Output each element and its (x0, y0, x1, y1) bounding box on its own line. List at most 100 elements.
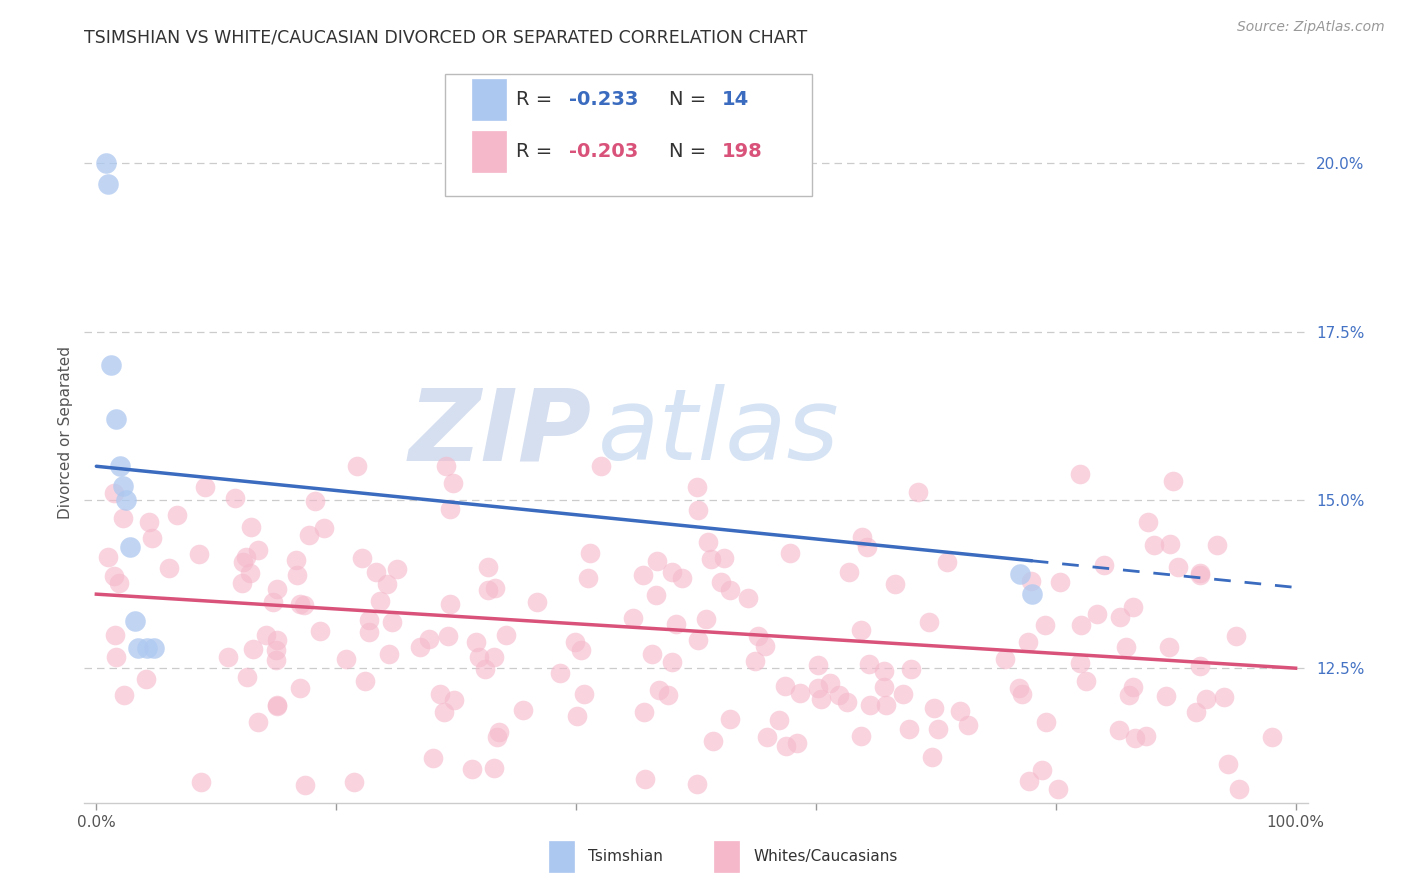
Point (231, 576, 253, 591)
Point (359, 625, 381, 640)
Point (775, 739, 797, 753)
Point (439, 502, 461, 516)
Point (838, 565, 860, 579)
Point (232, 555, 254, 569)
Point (1159, 640, 1181, 654)
Point (488, 724, 510, 739)
Point (194, 480, 217, 494)
Point (100, 359, 122, 373)
Point (1261, 731, 1284, 745)
Point (1225, 629, 1247, 643)
Point (482, 761, 505, 775)
Point (591, 459, 613, 474)
Point (688, 503, 710, 517)
Point (1021, 587, 1043, 601)
Point (239, 566, 262, 581)
Point (437, 629, 460, 643)
Point (292, 598, 315, 612)
Point (755, 731, 778, 745)
Point (710, 575, 733, 590)
Point (918, 615, 941, 630)
FancyBboxPatch shape (446, 73, 813, 195)
Point (461, 762, 484, 776)
Point (688, 633, 710, 648)
Point (1017, 635, 1039, 649)
Point (907, 485, 929, 500)
Point (335, 652, 357, 666)
Point (1161, 474, 1184, 488)
Point (118, 540, 141, 554)
Point (97, 550, 120, 565)
Point (1216, 757, 1239, 772)
Point (949, 704, 972, 718)
Text: Source: ZipAtlas.com: Source: ZipAtlas.com (1237, 20, 1385, 34)
Text: Tsimshian: Tsimshian (588, 848, 664, 863)
Point (97, 177, 120, 191)
Point (1154, 689, 1177, 703)
Y-axis label: Divorced or Separated: Divorced or Separated (58, 346, 73, 519)
Point (443, 693, 465, 707)
Point (1189, 567, 1212, 582)
Bar (714, 840, 738, 871)
Point (343, 775, 366, 789)
Point (818, 675, 841, 690)
Point (849, 729, 872, 743)
Point (564, 635, 586, 649)
Point (236, 670, 259, 684)
Point (112, 511, 135, 525)
Point (354, 674, 377, 689)
Point (1123, 731, 1146, 746)
Point (779, 546, 801, 560)
Point (108, 575, 131, 590)
Point (664, 617, 686, 632)
Point (105, 649, 128, 664)
Point (350, 551, 373, 566)
Point (254, 628, 277, 642)
Point (700, 552, 723, 566)
Point (548, 665, 571, 680)
Bar (550, 840, 574, 871)
Point (484, 582, 506, 596)
Point (346, 459, 368, 474)
Point (1227, 782, 1250, 797)
Point (135, 672, 157, 686)
Point (807, 658, 830, 673)
Point (1142, 538, 1164, 552)
Point (141, 532, 163, 546)
Point (112, 688, 135, 702)
Point (936, 555, 959, 569)
Point (579, 546, 602, 560)
Point (1213, 690, 1236, 704)
Point (477, 559, 499, 574)
Point (1109, 610, 1132, 624)
Point (111, 479, 134, 493)
Text: R =: R = (516, 90, 558, 109)
Point (1122, 680, 1144, 694)
Point (357, 613, 380, 627)
Point (1019, 574, 1042, 589)
Point (266, 633, 288, 648)
Point (686, 777, 709, 791)
Text: atlas: atlas (598, 384, 839, 481)
Point (1092, 558, 1115, 573)
Point (718, 712, 741, 726)
Point (266, 582, 288, 597)
Point (94, 156, 117, 170)
Point (569, 643, 592, 657)
Text: -0.233: -0.233 (569, 90, 638, 109)
Point (381, 615, 404, 629)
Point (364, 565, 387, 579)
Point (378, 648, 401, 662)
Point (873, 664, 896, 678)
Point (713, 551, 735, 566)
Point (621, 611, 644, 625)
Point (661, 655, 683, 669)
Point (115, 492, 138, 507)
Point (768, 713, 790, 727)
Point (994, 652, 1017, 666)
Point (262, 595, 284, 609)
Bar (472, 131, 506, 171)
Point (1195, 692, 1218, 706)
Point (287, 567, 309, 582)
Point (235, 550, 257, 565)
